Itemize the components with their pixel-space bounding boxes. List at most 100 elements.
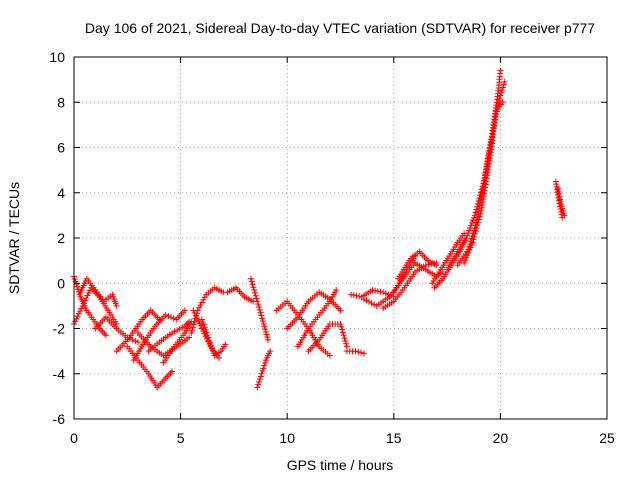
data-point xyxy=(499,84,506,91)
data-point xyxy=(202,326,209,333)
data-point xyxy=(190,321,197,328)
data-point xyxy=(206,337,213,344)
data-point xyxy=(475,216,482,223)
data-point xyxy=(255,301,262,308)
data-point xyxy=(343,340,350,347)
data-point xyxy=(473,225,480,232)
data-point xyxy=(201,324,208,331)
data-point xyxy=(257,373,264,380)
data-point xyxy=(254,298,261,305)
data-point xyxy=(555,188,562,195)
data-point xyxy=(463,235,470,241)
data-point xyxy=(262,359,269,366)
data-point xyxy=(267,348,274,355)
data-point xyxy=(189,324,196,331)
data-point xyxy=(263,331,270,338)
data-point xyxy=(377,288,384,295)
data-point xyxy=(262,328,269,335)
data-point xyxy=(195,317,202,324)
data-point xyxy=(382,290,389,297)
data-point xyxy=(169,368,176,375)
data-point xyxy=(113,302,120,309)
data-point xyxy=(497,92,504,99)
data-point xyxy=(74,286,81,293)
data-point xyxy=(501,78,508,85)
data-point xyxy=(260,365,267,372)
data-point xyxy=(337,307,344,314)
data-point xyxy=(358,349,365,356)
data-point xyxy=(199,319,206,326)
data-point xyxy=(203,329,210,336)
data-point xyxy=(340,332,347,339)
data-point xyxy=(208,342,215,349)
data-point xyxy=(189,327,196,334)
data-point xyxy=(74,283,81,290)
data-point xyxy=(210,350,217,357)
data-point xyxy=(477,210,484,217)
data-point xyxy=(433,262,440,269)
data-point xyxy=(83,295,90,302)
data-point xyxy=(176,325,183,332)
data-point xyxy=(339,326,346,333)
data-point xyxy=(484,169,491,176)
data-point xyxy=(265,336,272,343)
data-point xyxy=(250,284,257,291)
data-point xyxy=(198,316,205,323)
data-point xyxy=(374,288,381,295)
data-point xyxy=(85,289,92,296)
data-point xyxy=(465,249,472,256)
data-point xyxy=(366,298,373,305)
y-tick-label: 4 xyxy=(57,185,65,201)
data-point xyxy=(326,352,333,359)
data-point xyxy=(485,163,492,170)
data-point xyxy=(475,219,482,226)
data-point xyxy=(188,330,195,337)
data-point xyxy=(338,323,345,330)
data-point xyxy=(342,337,349,344)
data-point xyxy=(262,326,269,333)
data-point xyxy=(484,172,491,179)
data-point xyxy=(204,331,211,338)
data-point xyxy=(480,193,487,200)
x-tick-label: 20 xyxy=(493,430,509,446)
data-point xyxy=(191,309,198,316)
data-point xyxy=(499,99,506,106)
data-point xyxy=(170,315,177,322)
data-point xyxy=(261,323,268,330)
data-point xyxy=(256,376,263,383)
grid-lines xyxy=(74,57,607,419)
data-point xyxy=(360,296,367,303)
data-points xyxy=(71,67,568,391)
data-point xyxy=(132,337,139,344)
data-point xyxy=(201,294,208,301)
data-point xyxy=(339,329,346,336)
data-point xyxy=(198,299,205,306)
data-point xyxy=(251,289,258,296)
y-tick-label: -2 xyxy=(53,321,66,337)
data-point xyxy=(380,289,387,296)
data-point xyxy=(169,330,176,337)
data-point xyxy=(486,161,493,168)
data-point xyxy=(86,287,93,294)
data-point xyxy=(369,287,376,294)
data-point xyxy=(74,313,81,320)
data-point xyxy=(496,95,503,102)
y-tick-label: 10 xyxy=(49,49,65,65)
axis-ticks: 0 5 10 15 20 25 -6 -4 -2 0 2 4 6 8 10 xyxy=(49,49,615,446)
data-point xyxy=(497,67,504,74)
data-point xyxy=(258,370,265,377)
data-point xyxy=(78,305,85,312)
data-point xyxy=(252,292,259,299)
data-point xyxy=(464,252,471,259)
data-point xyxy=(355,348,362,355)
data-point xyxy=(222,341,229,348)
data-point xyxy=(468,242,475,249)
data-point xyxy=(496,97,503,104)
data-point xyxy=(461,230,468,237)
data-point xyxy=(261,362,268,369)
data-point xyxy=(259,318,266,325)
data-point xyxy=(72,318,79,325)
data-point xyxy=(247,275,254,282)
data-point xyxy=(171,328,178,335)
data-point xyxy=(255,381,262,388)
